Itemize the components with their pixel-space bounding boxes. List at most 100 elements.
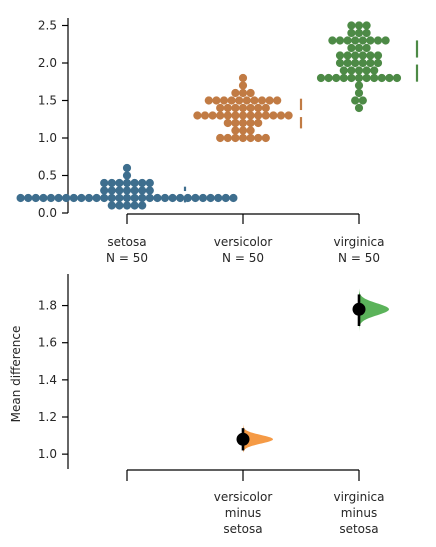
delta-x-tick-label: minus	[341, 506, 378, 520]
swarm-point	[358, 58, 367, 68]
swarm-point	[370, 66, 379, 75]
swarm-point	[362, 28, 371, 38]
swarm-point	[335, 58, 345, 68]
swarm-point	[231, 118, 240, 128]
swarm-point	[221, 193, 230, 203]
swarm-point	[229, 193, 238, 203]
swarm-point	[354, 103, 364, 113]
swarm-point	[231, 111, 240, 120]
swarm-point	[16, 193, 25, 203]
swarm-x-tick-n-label: N = 50	[106, 251, 148, 265]
swarm-point	[354, 21, 364, 30]
swarm-point	[373, 36, 383, 45]
swarm-point	[358, 36, 367, 45]
swarm-point	[242, 96, 251, 105]
delta-y-tick-label: 1.0	[38, 447, 57, 461]
swarm-point	[145, 193, 154, 203]
swarm-point	[324, 73, 333, 83]
swarm-point	[138, 193, 147, 203]
swarm-point	[354, 73, 364, 83]
swarm-point	[206, 193, 215, 203]
swarm-point	[351, 58, 360, 68]
swarm-point	[231, 126, 240, 135]
swarm-point	[250, 96, 259, 105]
swarm-point	[238, 103, 248, 113]
swarm-point	[254, 103, 263, 113]
swarm-point	[347, 28, 356, 38]
swarm-point	[107, 186, 116, 195]
delta-y-tick-label: 1.6	[38, 336, 57, 350]
delta-x-tick-label: minus	[225, 506, 262, 520]
swarm-point	[261, 133, 270, 143]
swarm-point	[246, 103, 255, 113]
swarm-point	[216, 111, 225, 120]
swarm-point	[235, 96, 244, 105]
swarm-point	[339, 73, 348, 83]
swarm-point	[316, 73, 326, 83]
swarm-point	[366, 36, 375, 45]
swarm-point	[130, 178, 139, 188]
swarm-point	[385, 73, 394, 83]
swarm-point	[31, 193, 40, 203]
swarm-plot-panel: 0.0 0.5 1.0 1.5 2.0 2.5 setosa N = 50 versicolo…	[16, 18, 419, 265]
swarm-point	[238, 126, 248, 135]
swarm-point	[231, 133, 240, 143]
swarm-point	[107, 193, 116, 203]
swarm-point	[354, 43, 364, 53]
mean-difference-point	[236, 432, 250, 446]
swarm-point	[223, 133, 232, 143]
swarm-point	[77, 193, 86, 203]
swarm-x-tick-label: versicolor	[214, 235, 273, 249]
swarm-point	[69, 193, 78, 203]
swarm-point	[214, 193, 223, 203]
swarm-point	[362, 43, 371, 53]
swarm-point	[107, 178, 116, 188]
swarm-point	[138, 178, 147, 188]
swarm-mean-sd-markers	[183, 40, 419, 203]
swarm-point	[92, 193, 101, 203]
swarm-point	[370, 73, 379, 83]
swarm-point	[269, 111, 278, 120]
swarm-y-tick-label: 1.0	[38, 131, 57, 145]
swarm-point	[54, 193, 63, 203]
delta-y-ticks: 1.0 1.2 1.4 1.6 1.8	[38, 299, 68, 461]
swarm-point	[200, 111, 210, 120]
delta-x-tick-label: virginica	[334, 490, 385, 504]
swarm-point	[216, 133, 225, 143]
swarm-point	[107, 201, 116, 210]
swarm-point	[160, 193, 170, 203]
swarm-point	[191, 193, 200, 203]
swarm-point	[238, 133, 248, 143]
swarm-point	[145, 178, 154, 188]
swarm-y-tick-label: 2.0	[38, 56, 57, 70]
swarm-point	[284, 111, 293, 120]
delta-x-tick-label: setosa	[223, 522, 262, 536]
swarm-point	[246, 111, 255, 120]
mean-difference-panel: Mean difference 1.0 1.2 1.4 1.6 1.8 versicol…	[9, 274, 389, 536]
swarm-point	[168, 193, 177, 203]
swarm-point	[339, 66, 348, 75]
swarm-point	[100, 186, 109, 195]
swarm-x-tick-n-label: N = 50	[338, 251, 380, 265]
swarm-point	[212, 96, 221, 105]
delta-y-tick-label: 1.8	[38, 299, 57, 313]
swarm-point	[122, 178, 132, 188]
swarm-point	[246, 118, 255, 128]
swarm-point	[153, 193, 162, 203]
swarm-point	[39, 193, 48, 203]
bootstrap-distribution	[359, 288, 389, 332]
swarm-y-tick-label: 1.5	[38, 94, 57, 108]
swarm-point	[335, 51, 345, 60]
swarm-point	[343, 51, 352, 60]
swarm-point	[238, 81, 248, 90]
swarm-point	[257, 96, 267, 105]
swarm-point	[246, 133, 255, 143]
swarm-points	[16, 21, 402, 210]
swarm-point	[362, 73, 371, 83]
swarm-point	[122, 171, 132, 180]
swarm-point	[122, 186, 132, 195]
swarm-point	[115, 186, 124, 195]
delta-y-tick-label: 1.2	[38, 410, 57, 424]
swarm-point	[219, 96, 229, 105]
